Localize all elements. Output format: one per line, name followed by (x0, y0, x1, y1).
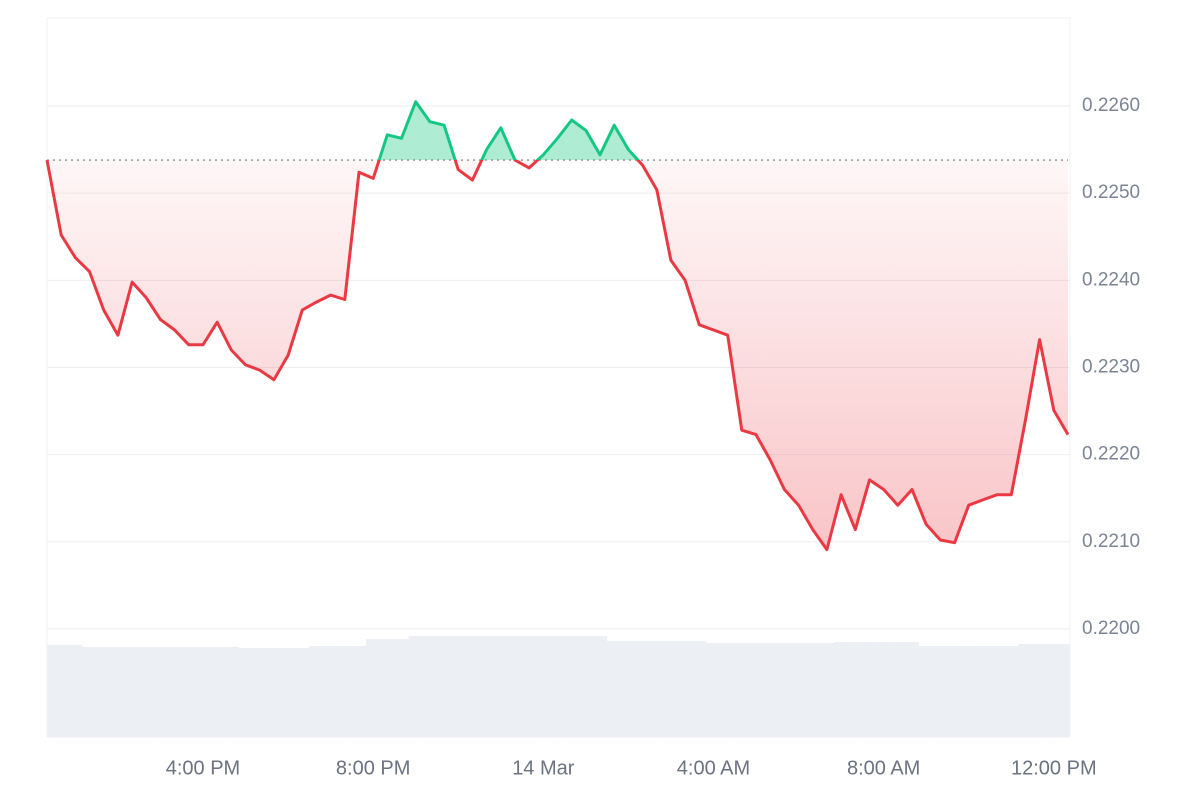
volume-bar (224, 647, 239, 737)
volume-bar (578, 636, 593, 737)
volume-bar (54, 645, 69, 737)
volume-bar (819, 643, 835, 737)
volume-bar (181, 647, 196, 737)
volume-bar (990, 646, 1005, 737)
y-tick-label: 0.2200 (1082, 618, 1140, 639)
volume-bar (890, 642, 905, 737)
volume-bar (621, 641, 636, 737)
volume-bar (777, 643, 792, 737)
volume-bar (451, 636, 466, 737)
volume-bar (678, 641, 693, 737)
volume-bar (493, 636, 508, 737)
volume-bar (1032, 644, 1047, 737)
volume-bar (139, 647, 154, 737)
volume-bar (564, 636, 579, 737)
volume-bar (68, 645, 83, 737)
volume-bar (975, 646, 991, 737)
volume-bar (153, 647, 168, 737)
volume-bar (252, 648, 267, 737)
x-tick-label: 14 Mar (512, 757, 575, 779)
volume-bar (337, 646, 352, 737)
price-area (47, 101, 1068, 550)
volume-bar (1018, 644, 1033, 737)
volume-bar (706, 643, 721, 737)
volume-bar (82, 647, 97, 737)
volume-bar (195, 647, 211, 737)
volume-bar (635, 641, 650, 737)
volume-bar (309, 646, 324, 737)
volume-bar (507, 636, 523, 737)
volume-bar (876, 642, 891, 737)
volume-bar (848, 642, 863, 737)
x-tick-label: 8:00 PM (336, 757, 410, 779)
volume-bar (748, 643, 764, 737)
volume-bar (266, 648, 281, 737)
volume-bar (351, 646, 367, 737)
volume-bar (124, 647, 140, 737)
volume-bar (1004, 646, 1019, 737)
y-tick-label: 0.2250 (1082, 182, 1140, 203)
volume-bar (408, 636, 423, 737)
volume-bar (649, 641, 664, 737)
volume-bar (947, 646, 962, 737)
volume-bar (805, 643, 820, 737)
volume-bar (791, 643, 806, 737)
y-tick-label: 0.2220 (1082, 444, 1140, 465)
volume-bar (1060, 644, 1070, 737)
x-tick-label: 4:00 PM (166, 757, 240, 779)
volume-bar (536, 636, 551, 737)
volume-bar (210, 647, 225, 737)
y-tick-label: 0.2260 (1082, 95, 1140, 116)
volume-bar (479, 636, 494, 737)
volume-bar (280, 648, 296, 737)
volume-bar (919, 646, 934, 737)
volume-bar (422, 636, 437, 737)
volume-bar (592, 636, 608, 737)
volume-bar (465, 636, 480, 737)
x-tick-label: 8:00 AM (847, 757, 920, 779)
volume-bar (167, 647, 182, 737)
volume-bar (692, 641, 707, 737)
volume-bar (394, 639, 409, 737)
volume-bar (323, 646, 338, 737)
volume-bar (238, 648, 253, 737)
volume-bar (1046, 644, 1061, 737)
volume-bar (522, 636, 537, 737)
x-tick-label: 12:00 PM (1011, 757, 1097, 779)
volume-bar (96, 647, 111, 737)
volume-bar (110, 647, 125, 737)
price-line (45, 100, 1070, 552)
volume-bar (763, 643, 778, 737)
volume-bar (834, 642, 849, 737)
volume-bar (550, 636, 565, 737)
volume-bar (961, 646, 976, 737)
volume-bar (436, 636, 452, 737)
volume-bar (295, 648, 310, 737)
volume-bar (47, 645, 55, 737)
volume-bar (904, 642, 920, 737)
volume-bar (380, 639, 395, 737)
volume-bar (734, 643, 749, 737)
volume-bar (366, 639, 381, 737)
volume-bar (607, 641, 622, 737)
y-tick-label: 0.2240 (1082, 269, 1140, 290)
y-tick-label: 0.2210 (1082, 531, 1140, 552)
x-tick-label: 4:00 AM (677, 757, 750, 779)
y-tick-label: 0.2230 (1082, 356, 1140, 377)
volume-bar (720, 643, 735, 737)
volume-bar (663, 641, 679, 737)
volume-bar (862, 642, 877, 737)
volume-bar (933, 646, 948, 737)
